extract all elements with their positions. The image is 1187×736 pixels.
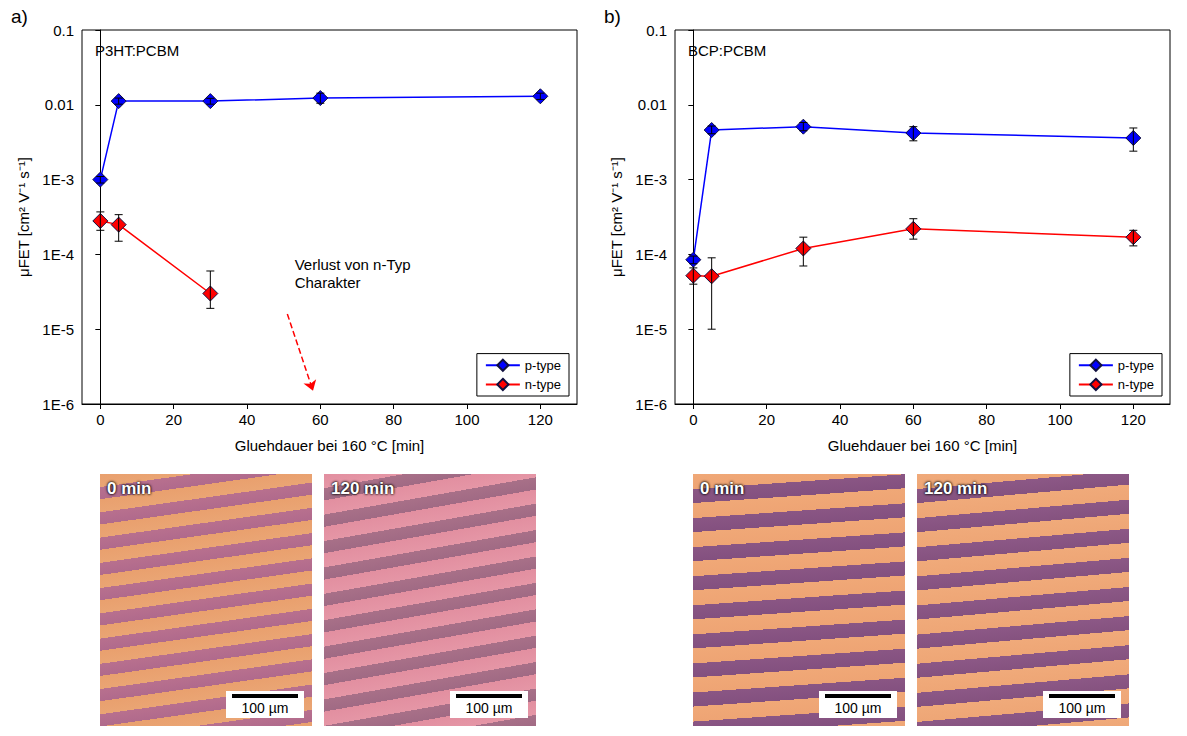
svg-text:1E-5: 1E-5 [42, 321, 74, 338]
svg-text:P3HT:PCBM: P3HT:PCBM [95, 42, 179, 59]
svg-text:n-type: n-type [525, 377, 561, 392]
svg-text:μFET [cm² V⁻¹ s⁻¹]: μFET [cm² V⁻¹ s⁻¹] [15, 157, 32, 277]
svg-text:100: 100 [454, 411, 479, 428]
svg-text:60: 60 [905, 411, 922, 428]
svg-text:20: 20 [165, 411, 182, 428]
svg-text:n-type: n-type [1118, 377, 1154, 392]
html-text:100 µm: 100 µm [834, 700, 882, 716]
svg-text:0.01: 0.01 [45, 96, 74, 113]
svg-text:b): b) [604, 6, 621, 27]
svg-text:p-type: p-type [1118, 358, 1154, 373]
svg-text:120: 120 [1121, 411, 1146, 428]
html-text:120 min: 120 min [924, 479, 988, 498]
html-text:120 min: 120 min [331, 479, 395, 498]
svg-text:60: 60 [312, 411, 329, 428]
svg-text:80: 80 [385, 411, 402, 428]
svg-text:80: 80 [978, 411, 995, 428]
svg-text:0.1: 0.1 [646, 22, 667, 39]
svg-text:Verlust von n-Typ: Verlust von n-Typ [295, 256, 415, 273]
svg-text:0.01: 0.01 [638, 96, 667, 113]
html-text:100 µm: 100 µm [1058, 700, 1106, 716]
svg-text:1E-6: 1E-6 [635, 396, 667, 413]
svg-text:0: 0 [96, 411, 104, 428]
svg-text:1E-3: 1E-3 [42, 171, 74, 188]
svg-text:40: 40 [239, 411, 256, 428]
svg-text:100: 100 [1047, 411, 1072, 428]
svg-text:1E-6: 1E-6 [42, 396, 74, 413]
svg-text:120: 120 [528, 411, 553, 428]
svg-text:1E-5: 1E-5 [635, 321, 667, 338]
svg-text:20: 20 [758, 411, 775, 428]
svg-text:μFET [cm² V⁻¹ s⁻¹]: μFET [cm² V⁻¹ s⁻¹] [608, 157, 625, 277]
html-text:100 µm: 100 µm [241, 700, 289, 716]
svg-text:Gluehdauer bei 160 °C [min]: Gluehdauer bei 160 °C [min] [235, 437, 424, 454]
html-text:0 min: 0 min [700, 479, 745, 498]
svg-text:BCP:PCBM: BCP:PCBM [688, 42, 766, 59]
svg-text:1E-4: 1E-4 [42, 246, 74, 263]
svg-text:1E-3: 1E-3 [635, 171, 667, 188]
svg-text:a): a) [11, 6, 28, 27]
svg-text:1E-4: 1E-4 [635, 246, 667, 263]
svg-text:40: 40 [832, 411, 849, 428]
svg-text:0: 0 [689, 411, 697, 428]
svg-text:0.1: 0.1 [53, 22, 74, 39]
html-text:100 µm: 100 µm [465, 700, 513, 716]
html-text:0 min: 0 min [107, 479, 152, 498]
svg-text:Charakter: Charakter [295, 274, 361, 291]
svg-text:Gluehdauer bei 160 °C [min]: Gluehdauer bei 160 °C [min] [828, 437, 1017, 454]
svg-text:p-type: p-type [525, 358, 561, 373]
